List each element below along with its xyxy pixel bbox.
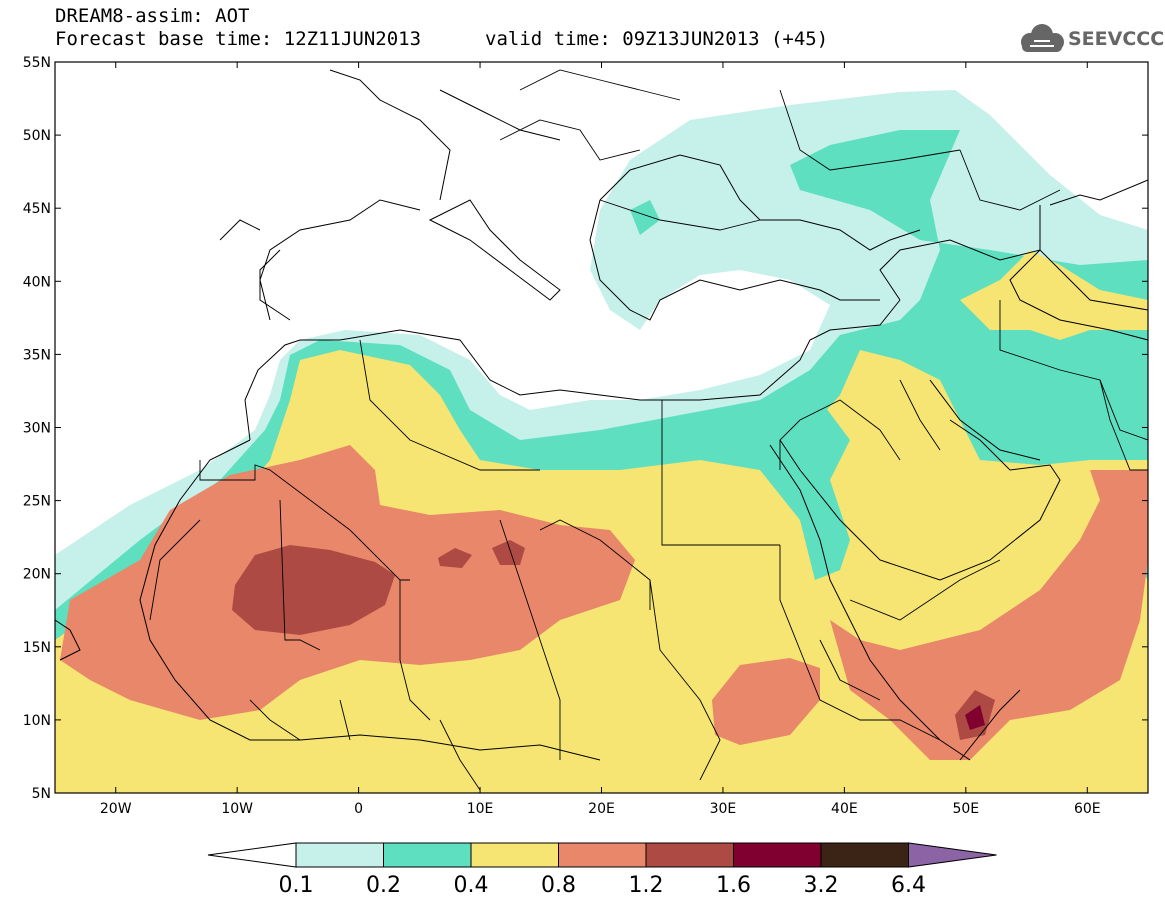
colorbar-label: 0.8 — [541, 873, 576, 898]
x-tick-label: 0 — [354, 801, 363, 817]
y-tick-label: 10N — [23, 713, 51, 729]
aot-band-salmon-sudan — [712, 658, 820, 745]
x-tick-label: 40E — [831, 801, 858, 817]
colorbar-label: 0.4 — [453, 873, 489, 898]
x-axis: 20W 10W 0 10E 20E 30E 40E 50E 60E — [100, 62, 1101, 817]
y-tick-label: 35N — [23, 347, 51, 363]
colorbar-label: 1.2 — [628, 873, 664, 898]
x-tick-label: 10E — [467, 801, 494, 817]
x-tick-label: 50E — [952, 801, 979, 817]
colorbar-label: 0.2 — [366, 873, 401, 898]
x-tick-label: 60E — [1074, 801, 1101, 817]
country-borders — [149, 69, 1148, 791]
y-tick-label: 55N — [23, 55, 51, 71]
x-tick-label: 20E — [588, 801, 615, 817]
forecast-base-time: Forecast base time: 12Z11JUN2013 — [55, 28, 422, 50]
aot-band-teal-east — [1120, 360, 1148, 400]
y-tick-label: 45N — [23, 201, 51, 217]
colorbar — [207, 842, 997, 868]
aot-band-teal-black-sea — [630, 200, 660, 235]
colorbar-label: 6.4 — [891, 873, 926, 898]
y-tick-label: 40N — [23, 274, 51, 290]
y-tick-label: 30N — [23, 421, 51, 437]
colorbar-segment — [470, 842, 559, 868]
map-title: DREAM8-assim: AOT — [55, 5, 250, 27]
y-axis: 55N 50N 45N 40N 35N 30N 25N 20N 15N 10N 5N — [23, 55, 1148, 802]
colorbar-segment — [558, 842, 647, 868]
colorbar-segment — [820, 842, 909, 868]
valid-time: valid time: 09Z13JUN2013 (+45) — [485, 28, 829, 50]
aot-band-salmon-arabia — [830, 470, 1148, 760]
y-tick-label: 50N — [23, 128, 51, 144]
colorbar-segment — [645, 842, 734, 868]
aot-band-maroon-somalia — [965, 705, 985, 730]
aot-band-teal-gulf — [920, 350, 1050, 440]
aot-band-dark-red-niger2 — [492, 540, 525, 565]
aot-band-yellow-caspian — [960, 250, 1148, 340]
colorbar-segment — [733, 842, 822, 868]
y-tick-label: 5N — [32, 786, 51, 802]
y-tick-label: 20N — [23, 567, 51, 583]
colorbar-segment — [383, 842, 472, 868]
colorbar-segment — [295, 842, 384, 868]
cloud-logo-icon — [1021, 24, 1064, 52]
aot-band-dark-red-niger1 — [438, 548, 472, 568]
x-tick-label: 10W — [221, 801, 253, 817]
aot-band-teal-red-sea — [760, 400, 850, 580]
y-tick-label: 15N — [23, 640, 51, 656]
colorbar-above-triangle — [908, 842, 997, 868]
colorbar-below-triangle — [207, 842, 297, 868]
aot-band-dark-red-mali — [232, 545, 395, 635]
colorbar-label: 1.6 — [716, 873, 751, 898]
x-tick-label: 20W — [100, 801, 132, 817]
y-tick-label: 25N — [23, 494, 51, 510]
colorbar-label: 3.2 — [803, 873, 839, 898]
colorbar-label: 0.1 — [278, 873, 314, 898]
logo-text: SEEVCCC — [1068, 28, 1165, 50]
x-tick-label: 30E — [710, 801, 737, 817]
